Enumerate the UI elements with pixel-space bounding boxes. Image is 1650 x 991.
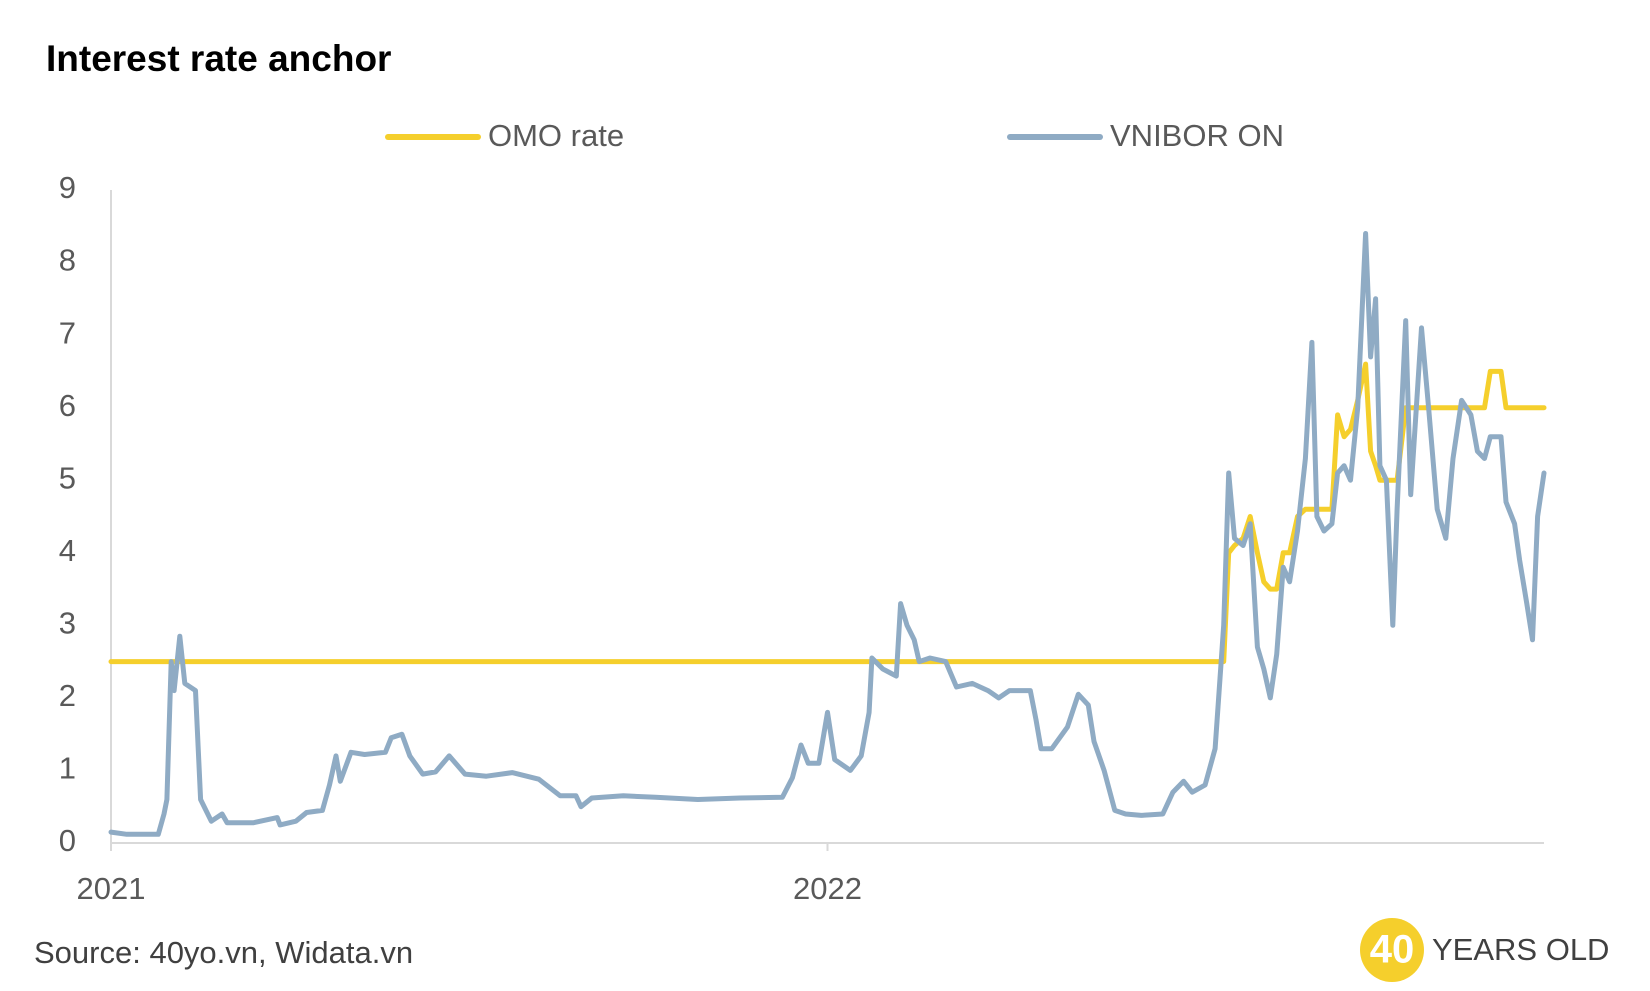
y-tick-label: 0 bbox=[59, 823, 76, 858]
y-tick-label: 4 bbox=[59, 533, 76, 568]
series-line bbox=[108, 231, 1547, 837]
y-tick-label: 6 bbox=[59, 388, 76, 423]
y-tick-label: 2 bbox=[59, 678, 76, 713]
source: Source: 40yo.vn, Widata.vn bbox=[34, 935, 413, 970]
y-tick-label: 5 bbox=[59, 460, 76, 495]
logo-text: YEARS OLD bbox=[1432, 932, 1609, 967]
y-tick-label: 8 bbox=[59, 243, 76, 278]
y-tick-label: 1 bbox=[59, 751, 76, 786]
chart-title: Interest rate anchor bbox=[46, 38, 391, 79]
y-tick-label: 9 bbox=[59, 170, 76, 205]
x-tick-label: 2022 bbox=[793, 871, 862, 906]
legend-label: VNIBOR ON bbox=[1110, 118, 1284, 153]
legend-label: OMO rate bbox=[488, 118, 624, 153]
y-tick-label: 7 bbox=[59, 315, 76, 350]
series-line bbox=[108, 361, 1547, 665]
logo-number: 40 bbox=[1370, 928, 1415, 972]
logo-badge bbox=[1360, 918, 1424, 982]
x-tick-label: 2021 bbox=[77, 871, 146, 906]
y-tick-label: 3 bbox=[59, 606, 76, 641]
